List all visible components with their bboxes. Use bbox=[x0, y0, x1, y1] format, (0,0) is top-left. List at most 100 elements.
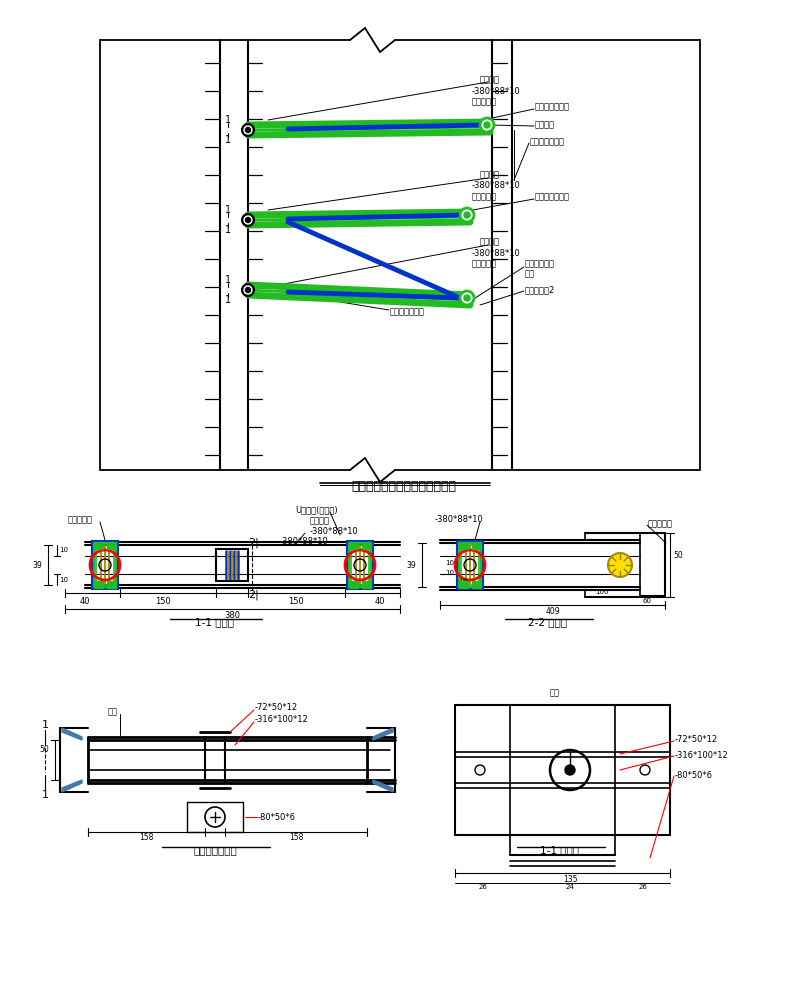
Text: -80*50*6: -80*50*6 bbox=[258, 812, 296, 822]
Text: -72*50*12: -72*50*12 bbox=[255, 704, 299, 712]
Text: -380*88*10: -380*88*10 bbox=[310, 526, 358, 536]
Circle shape bbox=[484, 122, 490, 128]
Text: 1: 1 bbox=[225, 275, 231, 285]
Text: 135: 135 bbox=[563, 874, 578, 884]
Text: 40: 40 bbox=[80, 596, 91, 605]
Text: 可伸缩钢管杆件: 可伸缩钢管杆件 bbox=[390, 308, 425, 316]
Bar bbox=[107, 581, 116, 588]
Text: 2-2 剖面图: 2-2 剖面图 bbox=[528, 617, 567, 627]
Bar bbox=[459, 581, 468, 588]
Text: 10: 10 bbox=[59, 547, 68, 553]
Bar bbox=[459, 542, 468, 549]
Text: 158: 158 bbox=[289, 832, 303, 842]
Polygon shape bbox=[373, 728, 393, 740]
Text: 滚轮: 滚轮 bbox=[550, 688, 560, 698]
Circle shape bbox=[242, 284, 254, 296]
Text: 380: 380 bbox=[224, 610, 240, 619]
Circle shape bbox=[460, 291, 474, 305]
Text: 150: 150 bbox=[155, 596, 171, 605]
Text: 钢骨栓钉: 钢骨栓钉 bbox=[480, 237, 500, 246]
Circle shape bbox=[245, 218, 251, 223]
Text: 钢板连接件2: 钢板连接件2 bbox=[525, 286, 555, 294]
Bar bbox=[92, 541, 118, 589]
Bar bbox=[216, 549, 248, 581]
Text: 钢板连接件: 钢板连接件 bbox=[472, 98, 497, 106]
Text: -380*88*10: -380*88*10 bbox=[280, 536, 328, 546]
Circle shape bbox=[464, 295, 470, 301]
Text: 409: 409 bbox=[545, 606, 560, 615]
Text: -72*50*12: -72*50*12 bbox=[675, 736, 718, 744]
Text: 40: 40 bbox=[375, 596, 385, 605]
Text: 1: 1 bbox=[41, 790, 49, 800]
Text: -380*88*10: -380*88*10 bbox=[472, 182, 521, 190]
Circle shape bbox=[242, 214, 254, 226]
Text: 1-1 剖面图: 1-1 剖面图 bbox=[196, 617, 235, 627]
Text: -380*88*10: -380*88*10 bbox=[435, 516, 484, 524]
Text: 39: 39 bbox=[406, 560, 416, 570]
Circle shape bbox=[245, 127, 251, 132]
Text: 2|: 2| bbox=[248, 538, 259, 548]
Circle shape bbox=[245, 288, 251, 292]
Text: 辊筒: 辊筒 bbox=[525, 269, 535, 278]
Bar bbox=[457, 541, 483, 589]
Text: 158: 158 bbox=[139, 832, 154, 842]
Bar bbox=[351, 545, 369, 585]
Circle shape bbox=[608, 553, 632, 577]
Text: 可伸缩钢管杆件: 可伸缩钢管杆件 bbox=[535, 192, 570, 202]
Text: 爬模上支撑导轨: 爬模上支撑导轨 bbox=[530, 137, 565, 146]
Circle shape bbox=[244, 216, 252, 224]
Text: 100: 100 bbox=[595, 589, 608, 595]
Circle shape bbox=[565, 765, 575, 775]
Bar bbox=[96, 545, 114, 585]
Text: -380*88*10: -380*88*10 bbox=[472, 87, 521, 96]
Circle shape bbox=[242, 124, 254, 136]
Text: -316*100*12: -316*100*12 bbox=[675, 750, 729, 760]
Circle shape bbox=[244, 126, 252, 134]
Circle shape bbox=[460, 208, 474, 222]
Text: 钢骨栓钉: 钢骨栓钉 bbox=[310, 516, 330, 526]
Bar bbox=[94, 542, 103, 549]
Text: 50: 50 bbox=[673, 550, 683, 560]
Bar bbox=[362, 581, 371, 588]
Text: -80*50*6: -80*50*6 bbox=[675, 770, 713, 780]
Text: 爬模上架体与钢骨栓钉拉结详图: 爬模上架体与钢骨栓钉拉结详图 bbox=[351, 480, 456, 493]
Circle shape bbox=[464, 212, 470, 218]
Text: 1: 1 bbox=[41, 720, 49, 730]
Text: 钢板头部: 钢板头部 bbox=[535, 120, 555, 129]
Text: U型螺栓(管螺栓): U型螺栓(管螺栓) bbox=[295, 506, 337, 514]
Text: 1: 1 bbox=[225, 115, 231, 125]
Text: -316*100*12: -316*100*12 bbox=[255, 716, 309, 724]
Bar bbox=[107, 542, 116, 549]
Text: 50: 50 bbox=[40, 746, 49, 754]
Text: 钢板连接件: 钢板连接件 bbox=[648, 520, 673, 528]
Text: 1: 1 bbox=[225, 205, 231, 215]
Bar bbox=[94, 543, 116, 587]
Text: 39: 39 bbox=[32, 560, 42, 570]
Text: 24: 24 bbox=[565, 884, 574, 890]
Bar bbox=[362, 542, 371, 549]
Text: 钢骨栓钉: 钢骨栓钉 bbox=[480, 76, 500, 85]
Text: 2|: 2| bbox=[248, 590, 259, 600]
Bar bbox=[459, 543, 481, 587]
Bar bbox=[94, 581, 103, 588]
Bar bbox=[472, 542, 481, 549]
Bar bbox=[349, 543, 371, 587]
Text: 钢骨栓钉: 钢骨栓钉 bbox=[480, 170, 500, 180]
Text: 10: 10 bbox=[445, 570, 454, 576]
Polygon shape bbox=[62, 728, 82, 740]
Circle shape bbox=[480, 118, 494, 132]
Text: 钢板连接件: 钢板连接件 bbox=[68, 516, 93, 524]
Text: 1: 1 bbox=[225, 295, 231, 305]
Bar bbox=[349, 581, 358, 588]
Text: 150: 150 bbox=[288, 596, 304, 605]
Text: 滚轮: 滚轮 bbox=[108, 708, 118, 716]
Text: 管夹连接件及: 管夹连接件及 bbox=[525, 259, 555, 268]
Text: 钢板连接件: 钢板连接件 bbox=[472, 192, 497, 202]
Bar bbox=[347, 541, 373, 589]
Bar bbox=[472, 581, 481, 588]
Polygon shape bbox=[373, 780, 393, 792]
Text: 滚轮连接件详图: 滚轮连接件详图 bbox=[193, 845, 237, 855]
Text: 可伸缩钢管杆件: 可伸缩钢管杆件 bbox=[535, 103, 570, 111]
Text: 26: 26 bbox=[638, 884, 647, 890]
Bar bbox=[349, 542, 358, 549]
